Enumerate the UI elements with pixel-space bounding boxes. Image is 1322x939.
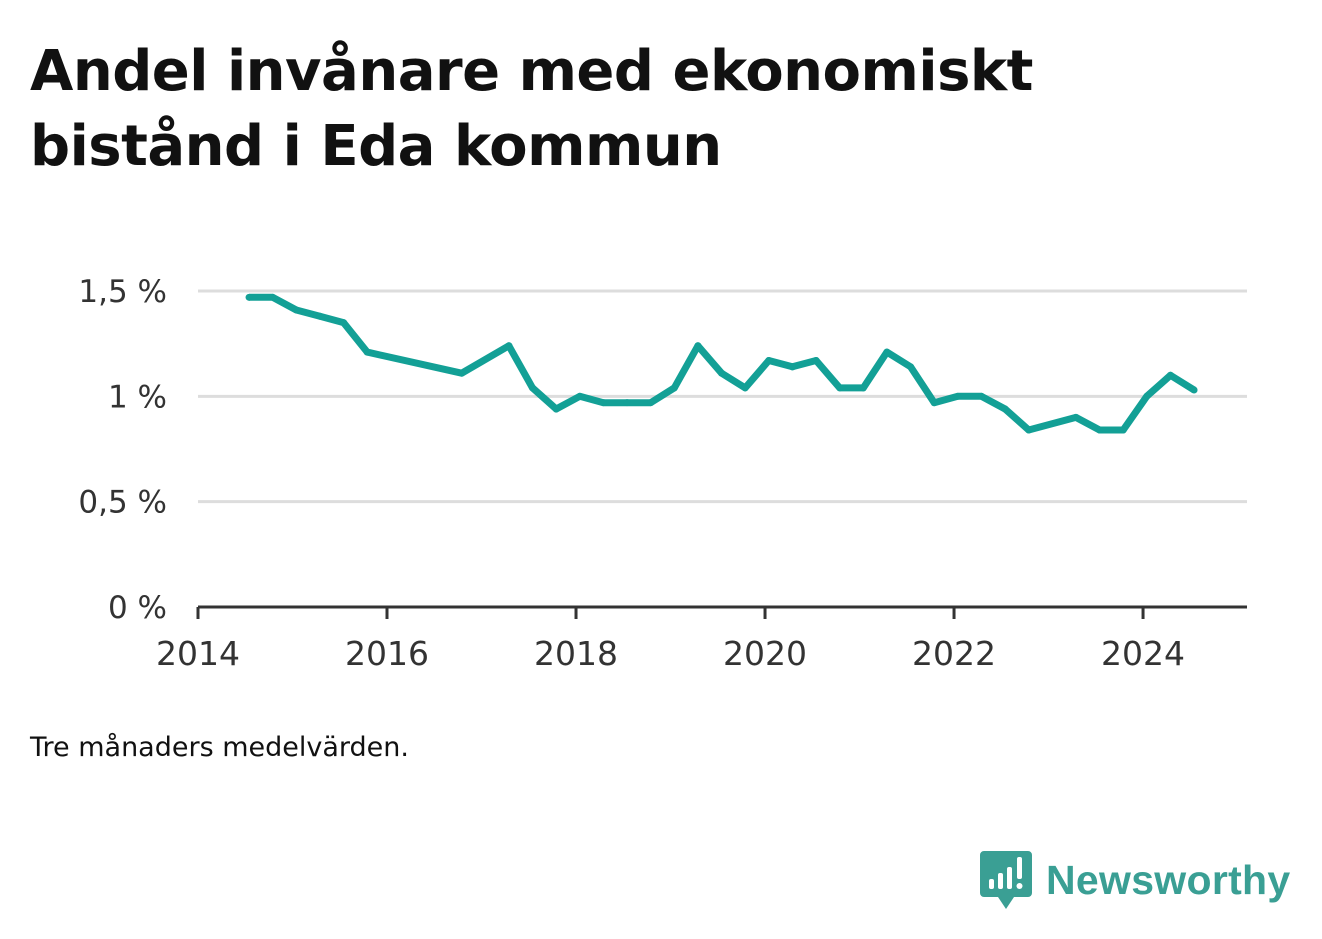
data-point	[859, 384, 867, 392]
data-point	[529, 384, 537, 392]
y-tick-label: 0,5 %	[78, 485, 167, 521]
data-point	[269, 293, 277, 301]
data-point	[363, 348, 371, 356]
chart-title: Andel invånare med ekonomiskt bistånd i …	[30, 39, 1033, 179]
x-tick-label: 2014	[156, 634, 240, 673]
data-point	[977, 392, 985, 400]
x-tick-label: 2020	[723, 634, 807, 673]
data-point	[316, 312, 324, 320]
series-layer	[245, 293, 1198, 434]
data-point	[741, 384, 749, 392]
y-tick-label: 1 %	[108, 379, 167, 415]
data-point	[907, 363, 915, 371]
series-line	[249, 293, 1196, 434]
data-point	[1190, 386, 1198, 394]
data-point	[930, 399, 938, 407]
data-point	[505, 342, 513, 350]
data-point	[883, 348, 891, 356]
brand-name: Newsworthy	[1046, 856, 1291, 903]
y-axis-tick-labels: 0 % 0,5 % 1 % 1,5 %	[78, 274, 167, 626]
x-axis-tick-labels: 2014 2016 2018 2020 2022 2024	[156, 607, 1185, 673]
data-point	[1166, 371, 1174, 379]
x-tick-label: 2016	[345, 634, 429, 673]
data-point	[576, 392, 584, 400]
data-point	[647, 399, 655, 407]
data-point	[694, 342, 702, 350]
x-tick-label: 2024	[1101, 634, 1185, 673]
data-point	[1025, 426, 1033, 434]
chart-note: Tre månaders medelvärden.	[30, 732, 409, 763]
data-point	[788, 363, 796, 371]
newsworthy-logo-icon	[980, 851, 1032, 909]
data-point	[340, 319, 348, 327]
data-point	[1096, 426, 1104, 434]
data-point	[245, 293, 253, 301]
x-tick-label: 2022	[912, 634, 996, 673]
data-point	[1119, 426, 1127, 434]
brand-logo: Newsworthy	[980, 848, 1291, 912]
data-point	[765, 357, 773, 365]
data-point	[623, 399, 631, 407]
data-point	[1072, 413, 1080, 421]
y-tick-label: 1,5 %	[78, 274, 167, 310]
data-point	[599, 399, 607, 407]
data-point	[292, 306, 300, 314]
y-tick-label: 0 %	[108, 590, 167, 626]
data-point	[1143, 392, 1151, 400]
line-chart: 0 % 0,5 % 1 % 1,5 % 2014 2016 2018 2020 2022 202…	[78, 274, 1247, 673]
data-point	[812, 357, 820, 365]
data-point	[670, 384, 678, 392]
data-point	[954, 392, 962, 400]
data-point	[718, 369, 726, 377]
data-point	[458, 369, 466, 377]
gridlines	[198, 289, 1247, 504]
data-point	[836, 384, 844, 392]
x-tick-label: 2018	[534, 634, 618, 673]
data-point	[552, 405, 560, 413]
data-point	[1001, 405, 1009, 413]
